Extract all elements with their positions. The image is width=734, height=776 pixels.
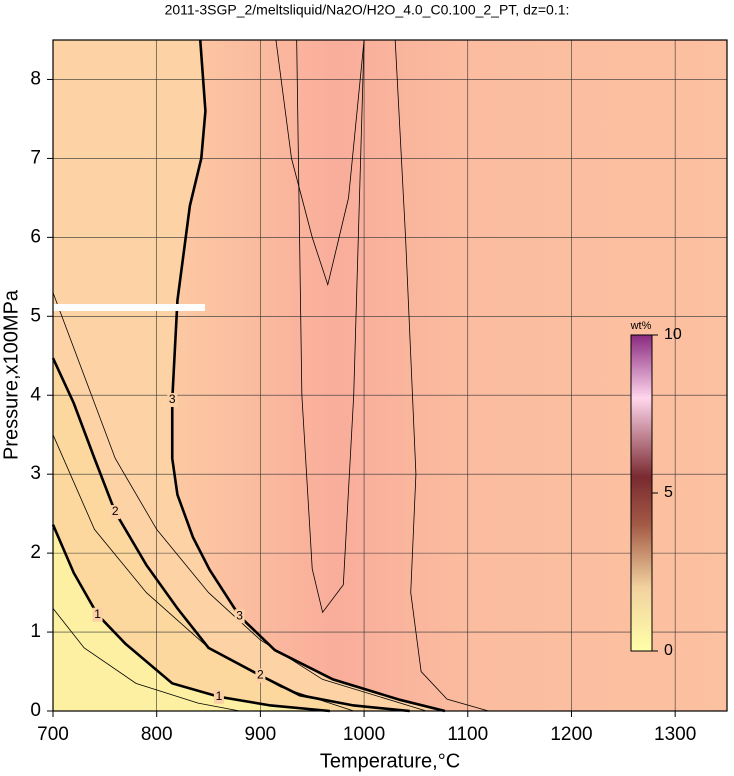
x-tick-label: 1000 (343, 724, 385, 745)
contour-fill (53, 40, 445, 711)
colorbar-label: wt% (630, 320, 652, 332)
y-tick-label: 2 (30, 542, 41, 563)
fills (53, 40, 445, 711)
x-tick-label: 1100 (447, 724, 488, 745)
contour-label-bg (234, 609, 245, 624)
contour-label: 1 (216, 689, 223, 703)
contour-fill (53, 524, 330, 711)
contour-label: 1 (94, 607, 101, 621)
y-tick-label: 0 (30, 700, 41, 721)
y-tick-label: 6 (30, 226, 41, 247)
y-tick-label: 5 (30, 305, 41, 326)
contour-fill (53, 358, 410, 711)
y-tick-label: 1 (30, 621, 41, 642)
y-tick-label: 4 (30, 384, 41, 405)
contour-label-bg (92, 607, 103, 622)
contour-line (394, 39, 489, 712)
chart-title: 2011-3SGP_2/meltsliquid/Na2O/H2O_4.0_C0.… (165, 2, 570, 18)
contour-label-bg (213, 689, 224, 704)
colorbar (630, 334, 653, 652)
contour-line (52, 608, 240, 712)
y-tick-label: 3 (30, 463, 41, 484)
x-tick-label: 800 (141, 724, 173, 745)
contour-label: 3 (236, 608, 243, 622)
contour-label: 2 (257, 668, 264, 682)
x-tick-label: 1300 (654, 724, 696, 745)
labels: 700 800 900 1000 1100 1200 1300 0 1 2 3 4 5 6 7 8 1 1 2 2 3 3 (30, 68, 696, 745)
x-tick-label: 900 (245, 724, 277, 745)
plot-frame (52, 39, 728, 712)
y-tick-label: 8 (30, 68, 41, 89)
colorbar-tick-label: 5 (664, 484, 673, 501)
gap-band (53, 304, 205, 311)
colorbar-tick-label: 10 (664, 326, 682, 343)
y-axis-label: Pressure,x100MPa (0, 289, 22, 460)
contours (51, 39, 489, 713)
contour-line (296, 39, 365, 614)
contour-line (52, 292, 427, 712)
contour-line (51, 357, 410, 713)
colorbar-tick-label: 0 (664, 642, 673, 659)
x-tick-label: 1200 (550, 724, 592, 745)
contour-label: 2 (112, 504, 119, 518)
contour-line (51, 524, 330, 713)
y-tick-label: 7 (30, 147, 41, 168)
contour-label-bg (255, 668, 266, 683)
contour-label-bg (167, 392, 178, 407)
contour-line (170, 39, 446, 713)
contour-label: 3 (169, 392, 176, 406)
x-tick-label: 700 (37, 724, 69, 745)
contour-line (52, 434, 354, 712)
contour-line (275, 39, 365, 287)
x-axis-label: Temperature,°C (320, 750, 460, 772)
contour-label-bg (110, 505, 121, 520)
